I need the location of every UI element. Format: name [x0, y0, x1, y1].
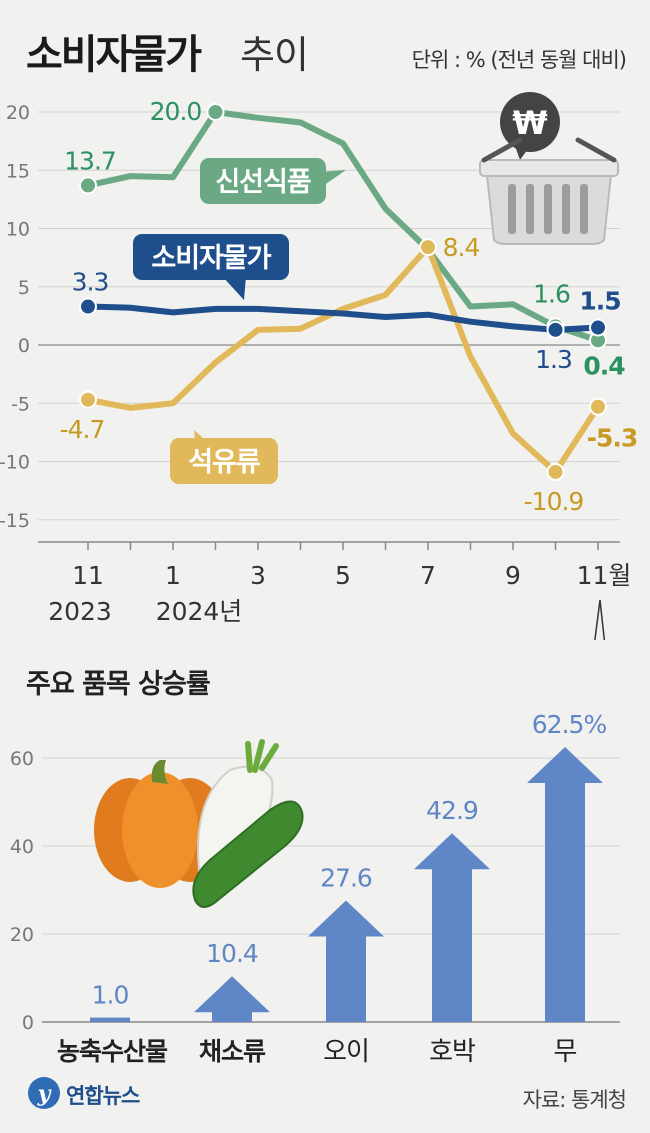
y-tick-label: 10 — [6, 219, 30, 241]
data-point — [79, 390, 97, 409]
data-point — [79, 176, 97, 195]
series-tag — [170, 438, 278, 484]
y-tick-label: 15 — [6, 160, 30, 182]
x-tick-label: 11월 — [577, 561, 632, 590]
category-label: 채소류 — [199, 1037, 266, 1066]
data-label: 20.0 — [150, 97, 202, 126]
data-label: -5.3 — [587, 424, 638, 453]
data-label: 1.3 — [535, 345, 572, 374]
category-label: 무 — [554, 1037, 577, 1067]
bar-arrow — [414, 833, 490, 1022]
source-label: 자료: 통계청 — [522, 1088, 627, 1112]
data-point — [206, 103, 225, 121]
x-tick-label: 1 — [165, 561, 181, 590]
y-tick-label: 20 — [6, 102, 30, 124]
data-label: 1.6 — [533, 279, 570, 308]
y-tick-label: -10 — [0, 452, 30, 474]
series-tag-label: 소비자물가 — [151, 243, 271, 274]
series-line — [85, 303, 601, 333]
data-label: 0.4 — [583, 351, 625, 380]
data-label: 8.4 — [443, 233, 480, 262]
unit-label: 단위 : % (전년 동월 대비) — [411, 48, 627, 72]
data-label: -4.7 — [60, 415, 105, 444]
bar-value-label: 1.0 — [92, 981, 129, 1010]
data-label: 1.5 — [579, 287, 620, 316]
data-point — [79, 297, 97, 316]
x-tick-label: 11 — [72, 561, 104, 590]
bar-chart-title: 주요 품목 상승률 — [26, 669, 211, 700]
series-tag-label: 석유류 — [188, 447, 260, 478]
x-year-label: 2024년 — [156, 597, 243, 626]
category-label: 농축수산물 — [57, 1037, 168, 1066]
label-pointer — [320, 170, 346, 188]
data-label: 3.3 — [72, 268, 109, 297]
series-line — [85, 244, 601, 475]
bar-arrow — [527, 747, 603, 1022]
x-tick-label: 9 — [505, 561, 521, 590]
logo-text: 연합뉴스 — [66, 1084, 140, 1108]
y-tick-label: 60 — [10, 748, 34, 770]
chart-subtitle: 추이 — [240, 33, 309, 77]
y-tick-label: 40 — [10, 836, 34, 858]
data-point — [546, 462, 565, 481]
svg-text:y: y — [37, 1081, 53, 1107]
bar-arrow — [194, 976, 270, 1022]
vegetables-illustration — [94, 739, 304, 908]
chart-title: 소비자물가 — [26, 32, 202, 78]
series-tag-label: 신선식품 — [215, 167, 311, 198]
series-tag — [200, 158, 326, 204]
bar-value-label: 27.6 — [320, 864, 372, 893]
bar-value-label: 42.9 — [426, 796, 478, 825]
bar-arrow — [308, 900, 384, 1022]
x-tick-label: 5 — [335, 561, 351, 590]
callout-line — [594, 599, 606, 640]
data-label: 13.7 — [64, 146, 116, 175]
series-tag — [133, 234, 289, 280]
x-tick-label: 7 — [420, 561, 436, 590]
category-label: 오이 — [323, 1037, 369, 1067]
category-label: 호박 — [429, 1037, 475, 1067]
data-label: -10.9 — [524, 487, 584, 516]
bar-value-label: 10.4 — [206, 939, 258, 968]
data-point — [589, 397, 607, 416]
bar-arrow — [90, 1017, 130, 1022]
yonhap-logo-icon: y — [28, 1077, 60, 1109]
y-tick-label: -15 — [0, 510, 30, 532]
data-point — [589, 318, 607, 337]
label-pointer — [222, 276, 246, 300]
y-tick-label: 5 — [18, 277, 30, 299]
y-tick-label: -5 — [11, 393, 30, 415]
y-tick-label: 20 — [10, 924, 34, 946]
bar-value-label: 62.5% — [532, 710, 607, 739]
y-tick-label: 0 — [18, 335, 30, 357]
y-tick-label: 0 — [22, 1012, 34, 1034]
x-year-label: 2023 — [48, 597, 112, 626]
x-tick-label: 3 — [250, 561, 266, 590]
series-line — [85, 109, 601, 344]
data-point — [546, 320, 565, 339]
data-point — [419, 238, 437, 257]
